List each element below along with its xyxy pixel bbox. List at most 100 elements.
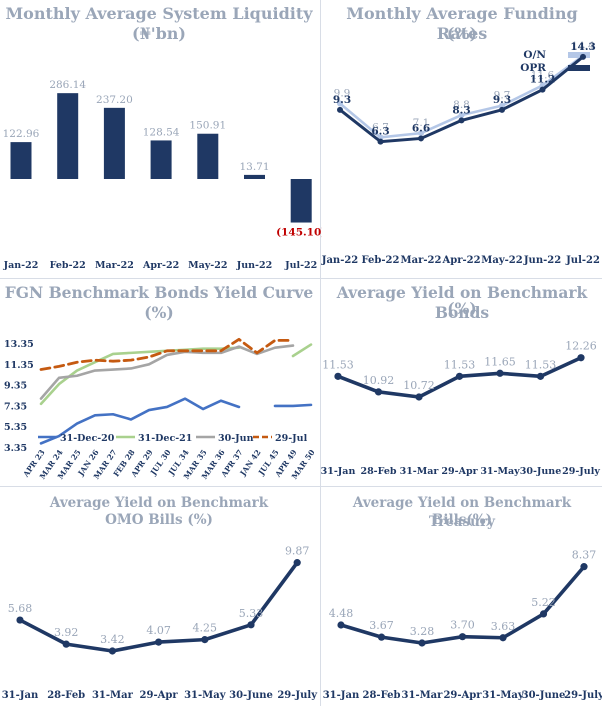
series-0-value-label-4: 3.63: [491, 620, 516, 633]
treasury-chart-panel: Average Yield on Benchmark Treasury Bill…: [322, 488, 602, 706]
series-0-value-label-1: 3.67: [369, 619, 394, 632]
series-1-point-1: [377, 138, 384, 145]
series-0-point-2: [108, 647, 116, 655]
x-tick-label-4: May-22: [481, 255, 522, 266]
series-0-value-label-0: 9.9: [334, 87, 351, 99]
series-0-value-label-6: 8.37: [572, 549, 597, 562]
y-tick-label-3: 9.35: [4, 381, 27, 392]
omo-chart-panel: Average Yield on Benchmark OMO Bills (%)…: [0, 488, 318, 706]
series-1-point-4: [499, 106, 505, 113]
x-tick-label-6: Jul-22: [565, 255, 600, 266]
legend-label-1: OPR: [520, 62, 546, 74]
x-tick-label-0: Jan-22: [321, 255, 359, 266]
x-tick-label-4: 31-May: [480, 466, 520, 477]
series-0-point-3: [458, 633, 467, 641]
bar-value-label-2: 237.20: [96, 94, 133, 106]
liquidity-chart-panel: Monthly Average System Liquidity (₦'bn) …: [0, 0, 327, 276]
bar-6: [290, 179, 312, 223]
x-tick-label-3: Apr-22: [142, 260, 179, 271]
x-tick-label-2: 31-Mar: [402, 690, 444, 701]
y-tick-label-0: 3.35: [4, 443, 27, 454]
series-0-value-label-5: 11.53: [525, 358, 557, 371]
bonds-chart-title: Average Yield on Benchmark Bonds: [336, 283, 588, 322]
series-0-point-2: [418, 639, 426, 647]
series-0-point-6: [293, 559, 301, 567]
x-tick-label-5: 30-June: [229, 690, 273, 701]
liquidity-chart: 122.96 Jan-22 286.14 Feb-22 237.20 Mar-22 128.…: [3, 79, 327, 271]
series-1-value-label-6: 14.3: [570, 41, 596, 53]
treasury-chart: 4.48 3.67 3.28 3.70 3.63 5.22 8.37 31-Jan 28-Feb…: [323, 549, 602, 701]
x-tick-label-1: 28-Feb: [47, 690, 85, 701]
x-tick-label-6: 29-July: [562, 466, 600, 477]
series-1-point-3: [458, 117, 465, 124]
series-0-point-5: [536, 372, 545, 380]
series-0-value-label-2: 3.42: [100, 633, 125, 646]
series-0-value-label-0: 4.48: [329, 607, 354, 620]
series-0-point-4: [201, 636, 209, 644]
treasury-chart-title: Average Yield on Benchmark Treasury: [352, 495, 572, 530]
x-tick-label-3: Apr-22: [441, 255, 480, 266]
x-tick-label-4: 31-May: [482, 690, 525, 701]
series-0-point-0: [334, 372, 342, 380]
x-tick-label-0: 31-Jan: [323, 690, 360, 701]
series-1-value-label-2: 6.6: [412, 122, 430, 134]
y-tick-label-5: 13.35: [4, 339, 34, 350]
series-3-line-seg-0: [39, 337, 295, 371]
x-tick-label-2: Mar-22: [401, 255, 442, 266]
x-tick-label-3: 29-Apr: [443, 690, 482, 701]
series-0-value-label-3: 11.53: [444, 358, 476, 371]
series-0-value-label-4: 11.65: [484, 355, 516, 368]
series-1-line-seg-0: [39, 346, 241, 406]
x-tick-label-5: 30-June: [522, 690, 566, 701]
bonds-chart: 11.53 10.92 10.72 11.53 11.65 11.53 12.26 31-Ja…: [321, 340, 601, 477]
x-tick-label-0: 31-Jan: [321, 466, 356, 477]
series-0-point-1: [377, 633, 386, 641]
series-0-value-label-5: 5.22: [531, 596, 556, 609]
bar-3: [150, 140, 172, 179]
y-tick-label-4: 11.35: [4, 360, 34, 371]
vertical-divider: [320, 0, 321, 706]
series-0-point-5: [539, 610, 548, 618]
bonds-chart-subtitle: (%): [447, 299, 477, 318]
series-0-value-label-1: 3.92: [54, 626, 79, 639]
series-0-value-label-4: 9.7: [494, 90, 511, 102]
legend-label-0: O/N: [523, 49, 546, 61]
x-tick-label-3: 29-Apr: [441, 466, 478, 477]
x-tick-label-2: Mar-22: [95, 260, 134, 271]
x-tick-label-1: Feb-22: [362, 255, 400, 266]
legend-swatch-1: [568, 65, 590, 71]
x-tick-label-1: 28-Feb: [360, 466, 396, 477]
series-0-value-label-4: 4.25: [193, 622, 218, 635]
x-tick-label-6: Jul-22: [284, 260, 317, 271]
series-0-value-label-3: 3.70: [450, 619, 475, 632]
series-0-value-label-6: 14.4: [571, 40, 595, 52]
series-0-value-label-6: 12.26: [565, 340, 597, 353]
bar-value-label-3: 128.54: [143, 126, 180, 138]
liquidity-chart-subtitle: (₦'bn): [132, 24, 186, 43]
horizontal-divider-2: [0, 486, 602, 487]
series-0-point-4: [499, 102, 505, 109]
series-0-value-label-3: 4.07: [146, 624, 171, 637]
bar-1: [57, 93, 79, 179]
series-1-value-label-0: 9.3: [333, 94, 351, 106]
treasury-chart-subtitle: Bills(%): [432, 512, 492, 528]
omo-chart: 5.68 3.92 3.42 4.07 4.25 5.33 9.87 31-Jan 28-Feb…: [2, 545, 319, 701]
omo-chart-title: Average Yield on Benchmark: [49, 495, 269, 511]
series-0-line-seg-1: [273, 403, 313, 408]
x-tick-label-0: Jan-22: [3, 260, 39, 271]
series-1-point-6: [580, 53, 586, 60]
series-0-value-label-5: 11.6: [531, 69, 555, 81]
legend-label-0: 31-Dec-20: [60, 433, 115, 444]
x-tick-label-4: May-22: [188, 260, 227, 271]
series-0-point-2: [418, 130, 424, 137]
series-0-point-6: [577, 354, 585, 362]
series-1-value-label-3: 8.3: [452, 104, 470, 116]
series-0-point-2: [415, 393, 423, 401]
bar-value-label-1: 286.14: [49, 79, 86, 91]
x-tick-label-6: 29-July: [564, 690, 602, 701]
series-0-value-label-2: 3.28: [410, 625, 435, 638]
series-0-point-6: [580, 563, 588, 571]
series-0-point-4: [499, 634, 507, 642]
series-0-value-label-2: 10.72: [403, 379, 435, 392]
